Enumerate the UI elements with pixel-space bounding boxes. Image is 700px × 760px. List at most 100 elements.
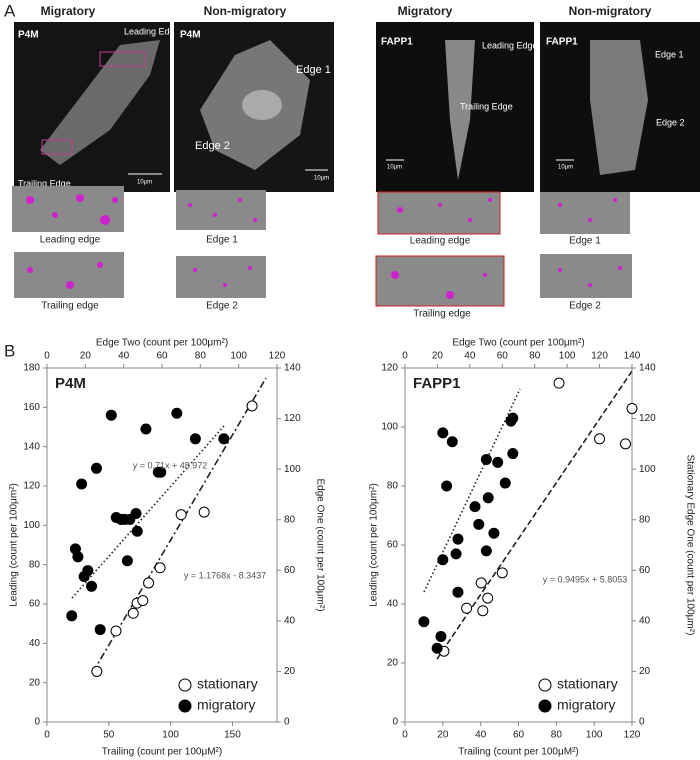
x-tick-label: 0	[402, 730, 408, 741]
crop	[14, 252, 124, 298]
crop	[176, 256, 266, 298]
point	[435, 630, 447, 642]
point	[594, 433, 606, 445]
panel-label: A	[4, 1, 16, 20]
equation: y = 0.71x + 48.972	[133, 460, 208, 470]
point	[450, 548, 462, 560]
x2-tick-label: 120	[269, 351, 286, 362]
x2-tick-label: 80	[529, 351, 541, 362]
x2-tick-label: 60	[497, 351, 509, 362]
crop	[377, 191, 501, 235]
crop	[176, 190, 266, 230]
chart-title: P4M	[55, 375, 86, 392]
point	[90, 462, 102, 474]
column-header: Non-migratory	[569, 4, 652, 18]
plot-frame	[404, 367, 633, 723]
crop	[375, 255, 505, 307]
x2-tick-label: 60	[156, 351, 168, 362]
cell	[40, 40, 160, 165]
y-tick-label: 80	[387, 481, 399, 492]
panel-label: B	[4, 341, 15, 360]
x-tick-label: 50	[103, 730, 115, 741]
point	[105, 409, 117, 421]
trend-line	[436, 370, 633, 660]
image-label: P4M	[18, 30, 39, 41]
column-header: Non-migratory	[204, 4, 287, 18]
y-tick-label: 20	[387, 658, 399, 669]
y-tick-label: 120	[381, 363, 398, 374]
x-tick-label: 0	[44, 730, 50, 741]
x2-tick-label: 20	[80, 351, 92, 362]
crop-label: Leading edge	[40, 235, 101, 246]
point	[66, 610, 78, 622]
point	[431, 642, 443, 654]
crop-label: Edge 1	[569, 236, 601, 247]
legend-marker	[538, 699, 552, 713]
x2-tick-label: 100	[230, 351, 247, 362]
point	[507, 412, 519, 424]
y2-tick-label: 40	[284, 615, 296, 626]
y-tick-label: 20	[29, 677, 41, 688]
y-tick-label: 40	[29, 638, 41, 649]
legend-label: stationary	[557, 676, 618, 692]
point	[175, 509, 187, 521]
image-label: 10μm	[137, 180, 152, 186]
image-label: Trailing Edge	[18, 178, 71, 188]
point	[482, 592, 494, 604]
y-axis-title: Leading (count per 100μm²)	[369, 483, 380, 607]
x2-tick-label: 40	[464, 351, 476, 362]
y2-tick-label: 20	[284, 666, 296, 677]
legend-marker	[178, 678, 192, 692]
y2-tick-label: 100	[639, 464, 656, 475]
y-tick-label: 160	[23, 402, 40, 413]
x2-tick-label: 140	[624, 351, 641, 362]
x2-tick-label: 0	[44, 351, 50, 362]
image-label: Edge 1	[296, 64, 331, 76]
y2-tick-label: 40	[639, 615, 651, 626]
image-label: 10μm	[558, 165, 573, 171]
x-tick-label: 150	[224, 730, 241, 741]
x2-tick-label: 20	[432, 351, 444, 362]
chart-title: FAPP1	[413, 375, 461, 392]
nucleus	[242, 90, 282, 120]
image-label: 10μm	[387, 165, 402, 171]
image-label: Edge 2	[195, 140, 230, 152]
image-label: Edge 2	[656, 117, 685, 127]
point	[94, 624, 106, 636]
x2-tick-label: 80	[195, 351, 207, 362]
point	[496, 567, 508, 579]
y-tick-label: 0	[392, 717, 398, 728]
y2-axis-title: Edge One (count per 100μm²)	[314, 478, 325, 611]
point	[553, 377, 565, 389]
trend-line	[92, 377, 267, 673]
point	[127, 607, 139, 619]
point	[189, 433, 201, 445]
point	[91, 665, 103, 677]
point	[418, 616, 430, 628]
y-tick-label: 80	[29, 559, 41, 570]
crop-label: Edge 1	[206, 235, 238, 246]
legend-marker	[538, 678, 552, 692]
point	[480, 453, 492, 465]
x2-tick-label: 0	[402, 351, 408, 362]
image-label: Leading Edge	[482, 40, 538, 50]
point	[72, 551, 84, 563]
point	[477, 605, 489, 617]
point	[130, 508, 142, 520]
x-axis-title: Trailing (count per 100μM²)	[102, 747, 222, 758]
x-tick-label: 60	[513, 730, 525, 741]
point	[437, 554, 449, 566]
point	[507, 448, 519, 460]
point	[626, 402, 638, 414]
point	[437, 427, 449, 439]
point	[131, 525, 143, 537]
x-axis-title: Trailing (count per 100μM²)	[458, 747, 578, 758]
column-header: Migratory	[41, 4, 96, 18]
point	[499, 477, 511, 489]
cell	[590, 40, 648, 175]
image-label: 10μm	[314, 176, 329, 182]
legend-label: migratory	[197, 697, 255, 713]
crop-label: Edge 2	[206, 301, 238, 312]
y2-tick-label: 80	[284, 514, 296, 525]
point	[469, 501, 481, 513]
